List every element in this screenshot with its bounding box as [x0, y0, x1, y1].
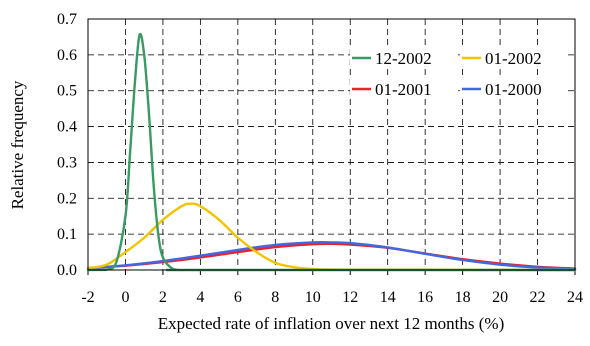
x-tick-label: 4 [196, 289, 204, 306]
y-tick-label: 0.1 [57, 226, 77, 243]
x-tick-label: 0 [121, 289, 129, 306]
y-tick-label: 0.4 [57, 119, 77, 136]
x-tick-label: 6 [234, 289, 242, 306]
legend-item: 12-2002 [350, 47, 456, 68]
x-tick-label: 24 [567, 289, 583, 306]
legend: 12-2002 01-2002 01-2001 01-2000 [350, 47, 566, 99]
legend-item-background [350, 78, 456, 99]
series-lines [86, 32, 577, 272]
legend-item-background [460, 47, 566, 68]
y-axis-ticks: 0.0 0.1 0.2 0.3 0.4 0.5 0.6 0.7 [57, 11, 77, 279]
x-tick-label: 18 [455, 289, 471, 306]
x-tick-label: 2 [159, 289, 167, 306]
legend-item: 01-2002 [460, 47, 566, 68]
series-line-01-2002 [86, 202, 577, 272]
legend-item-background [350, 47, 456, 68]
y-axis-title: Relative frequency [8, 80, 27, 209]
x-tick-label: 16 [417, 289, 433, 306]
legend-label: 01-2000 [485, 80, 542, 99]
y-tick-label: 0.3 [57, 154, 77, 171]
legend-item: 01-2000 [460, 78, 566, 99]
legend-item-background [460, 78, 566, 99]
x-axis-title: Expected rate of inflation over next 12 … [158, 314, 505, 333]
x-tick-label: 12 [342, 289, 358, 306]
x-tick-label: 8 [271, 289, 279, 306]
x-tick-label: -2 [81, 289, 94, 306]
y-tick-label: 0.7 [57, 11, 77, 28]
series-line-01-2000 [86, 240, 577, 271]
x-tick-label: 22 [530, 289, 546, 306]
y-tick-label: 0.2 [57, 190, 77, 207]
x-tick-label: 10 [305, 289, 321, 306]
x-axis-ticks: -2 0 2 4 6 8 10 12 14 16 18 20 22 24 [81, 270, 583, 306]
plot-frame [87, 18, 576, 271]
legend-label: 01-2002 [485, 49, 542, 68]
y-tick-label: 0.6 [57, 47, 77, 64]
legend-label: 12-2002 [375, 49, 432, 68]
x-tick-label: 20 [492, 289, 508, 306]
y-tick-label: 0.0 [57, 262, 77, 279]
series-line-12-2002 [86, 32, 577, 272]
legend-label: 01-2001 [375, 80, 432, 99]
y-tick-label: 0.5 [57, 83, 77, 100]
legend-item: 01-2001 [350, 78, 456, 99]
x-tick-label: 14 [380, 289, 396, 306]
